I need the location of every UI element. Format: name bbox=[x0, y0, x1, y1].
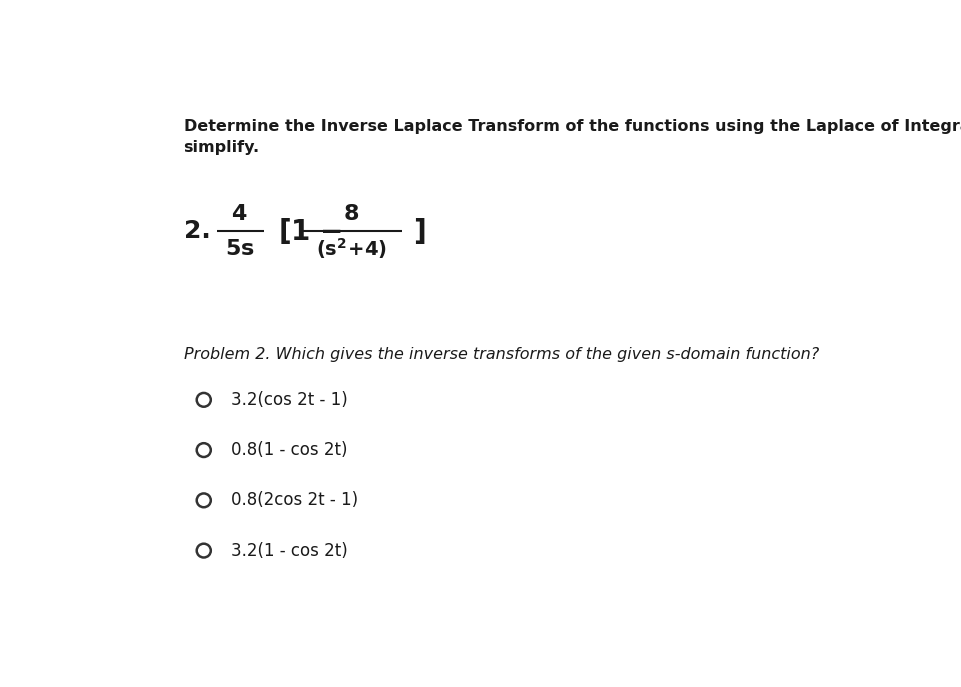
Text: Problem 2. Which gives the inverse transforms of the given s-domain function?: Problem 2. Which gives the inverse trans… bbox=[184, 347, 818, 362]
Text: 3.2(1 - cos 2t): 3.2(1 - cos 2t) bbox=[231, 541, 347, 560]
Text: 0.8(2cos 2t - 1): 0.8(2cos 2t - 1) bbox=[231, 491, 357, 509]
Text: Determine the Inverse Laplace Transform of the functions using the Laplace of In: Determine the Inverse Laplace Transform … bbox=[184, 120, 961, 155]
Text: $\mathbf{5s}$: $\mathbf{5s}$ bbox=[225, 238, 254, 258]
Text: $\mathbf{[1\,-\,}$: $\mathbf{[1\,-\,}$ bbox=[278, 216, 341, 245]
Text: $\mathbf{8}$: $\mathbf{8}$ bbox=[343, 203, 359, 224]
Text: $\mathbf{4}$: $\mathbf{4}$ bbox=[231, 203, 248, 224]
Text: 0.8(1 - cos 2t): 0.8(1 - cos 2t) bbox=[231, 441, 347, 459]
Text: 3.2(cos 2t - 1): 3.2(cos 2t - 1) bbox=[231, 391, 347, 409]
Text: 2.: 2. bbox=[184, 218, 210, 243]
Text: $\mathbf{]}$: $\mathbf{]}$ bbox=[412, 216, 425, 245]
Text: $\mathbf{(s^2\!+\!4)}$: $\mathbf{(s^2\!+\!4)}$ bbox=[315, 236, 386, 261]
